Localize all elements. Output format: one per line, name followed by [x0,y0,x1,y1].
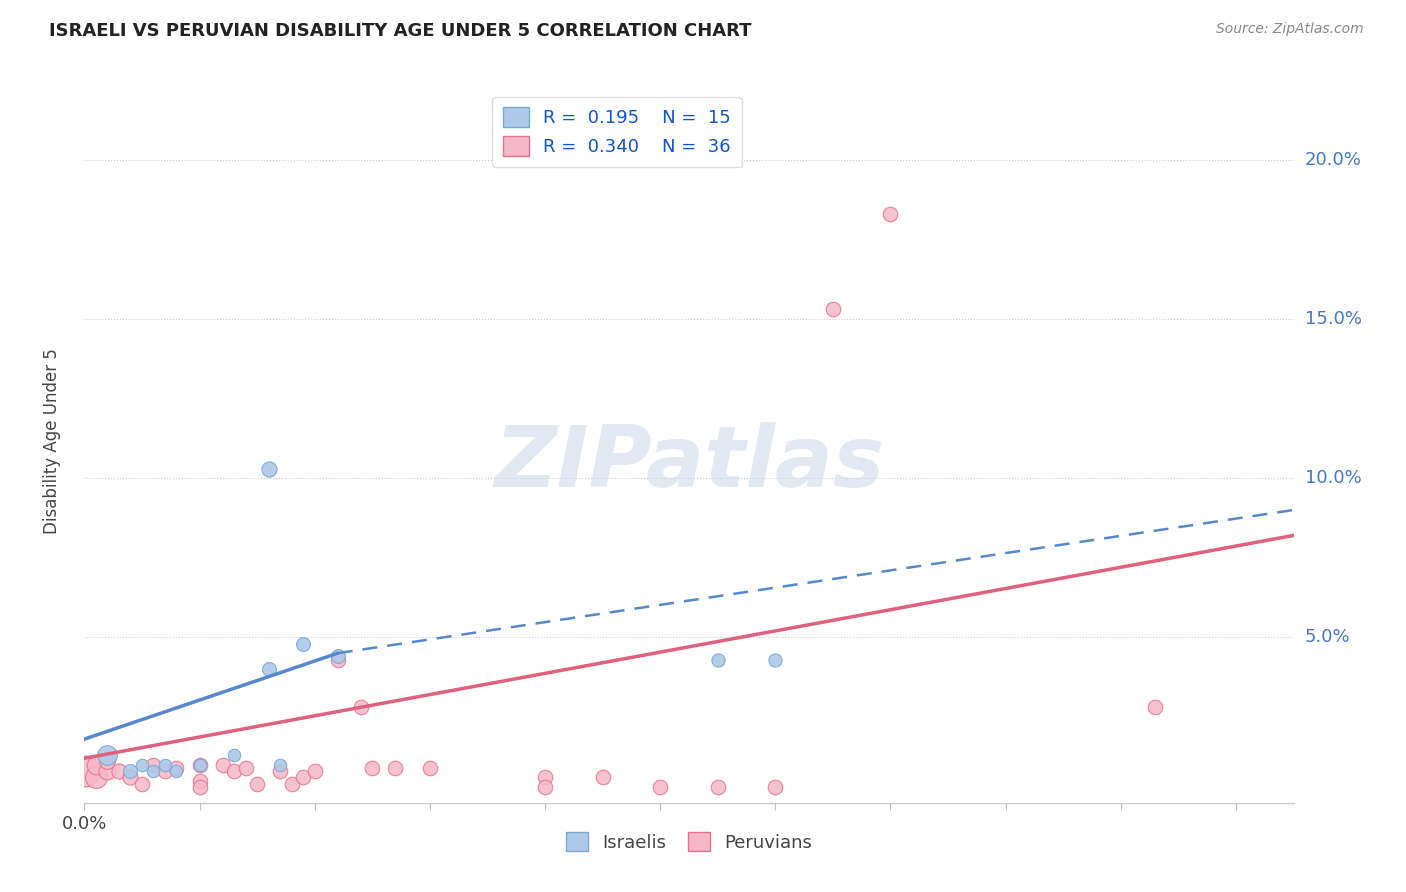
Point [120,770,142,784]
Point [153,757,176,772]
Point [211,757,233,772]
Text: 10.0%: 10.0% [1305,469,1361,487]
Point [269,764,291,778]
Point [879,207,901,221]
Point [280,777,302,791]
Point [246,777,269,791]
Point [96,755,118,769]
Point [269,757,291,772]
Point [650,780,672,794]
Point [166,764,188,778]
Point [257,662,280,676]
Point [84,757,107,772]
Text: Source: ZipAtlas.com: Source: ZipAtlas.com [1216,22,1364,37]
Point [188,780,211,794]
Text: ZIPatlas: ZIPatlas [494,422,884,505]
Point [534,780,557,794]
Point [419,761,441,775]
Point [131,777,153,791]
Point [326,652,349,666]
Text: 15.0%: 15.0% [1305,310,1361,328]
Y-axis label: Disability Age Under 5: Disability Age Under 5 [42,349,60,534]
Point [222,764,245,778]
Point [188,757,211,772]
Point [166,761,188,775]
Point [1144,700,1167,714]
Point [235,761,257,775]
Point [108,764,131,778]
Point [384,761,406,775]
Point [257,461,280,475]
Point [142,764,165,778]
Point [706,780,728,794]
Point [73,764,96,778]
Point [120,764,142,778]
Point [188,757,211,772]
Point [292,637,315,651]
Point [96,747,118,762]
Point [222,747,245,762]
Point [96,764,118,778]
Text: 20.0%: 20.0% [1305,151,1361,169]
Point [592,770,614,784]
Point [84,770,107,784]
Point [763,652,786,666]
Point [153,764,176,778]
Point [361,761,384,775]
Point [326,649,349,664]
Point [706,652,728,666]
Point [304,764,326,778]
Text: 5.0%: 5.0% [1305,628,1350,647]
Point [763,780,786,794]
Point [534,770,557,784]
Point [292,770,315,784]
Point [350,700,373,714]
Point [131,757,153,772]
Legend: Israelis, Peruvians: Israelis, Peruvians [558,825,820,859]
Point [821,302,844,317]
Point [188,773,211,788]
Point [142,757,165,772]
Text: ISRAELI VS PERUVIAN DISABILITY AGE UNDER 5 CORRELATION CHART: ISRAELI VS PERUVIAN DISABILITY AGE UNDER… [49,22,752,40]
